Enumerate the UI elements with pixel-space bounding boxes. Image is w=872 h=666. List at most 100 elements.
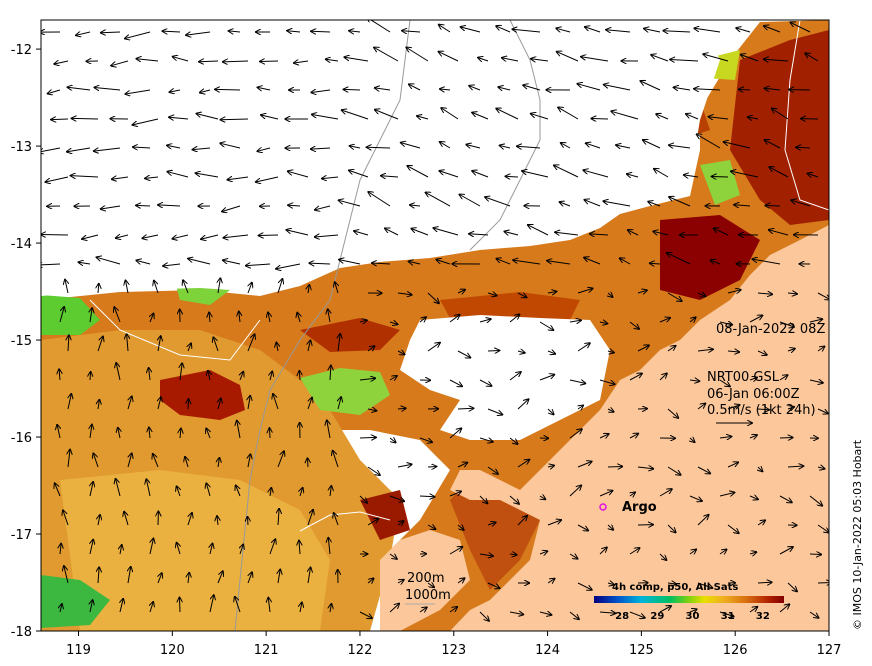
current-vector xyxy=(64,566,69,584)
current-vector xyxy=(504,232,519,236)
current-vector xyxy=(128,454,132,468)
current-vector xyxy=(128,567,131,584)
current-vector xyxy=(697,134,721,149)
current-vector xyxy=(199,61,219,62)
current-vector xyxy=(604,85,631,91)
current-vector xyxy=(419,317,426,322)
y-tick-label: -12 xyxy=(11,43,32,58)
current-vector xyxy=(101,32,121,33)
colorbar-tick-label: 30 xyxy=(686,611,700,622)
current-vector xyxy=(330,604,331,613)
current-vector xyxy=(670,60,699,62)
current-vector xyxy=(385,228,399,236)
current-vector xyxy=(368,192,391,207)
current-vector xyxy=(779,375,788,381)
current-vector xyxy=(367,519,378,526)
current-vector xyxy=(590,234,609,235)
current-vector xyxy=(299,371,300,381)
current-vector xyxy=(765,88,781,90)
current-vector xyxy=(258,87,271,90)
current-vector xyxy=(288,171,309,178)
current-vector xyxy=(79,262,91,264)
current-vector xyxy=(469,234,489,235)
current-vector xyxy=(236,486,241,497)
current-vector xyxy=(261,115,279,120)
current-vector xyxy=(60,544,61,555)
current-vector xyxy=(736,28,751,33)
current-vector xyxy=(697,582,712,588)
current-vector xyxy=(667,524,676,532)
current-vector xyxy=(500,146,511,149)
current-vector xyxy=(659,318,670,322)
current-vector xyxy=(308,285,309,294)
current-vector xyxy=(586,143,601,149)
current-vector xyxy=(479,438,493,442)
current-vector xyxy=(584,258,601,265)
current-vector xyxy=(95,88,121,91)
current-vector xyxy=(466,145,481,148)
current-vector xyxy=(523,85,541,91)
x-tick-label: 121 xyxy=(254,643,279,658)
current-vector xyxy=(120,599,123,613)
current-vector xyxy=(309,263,331,264)
colorbar-title: 4h comp, p50, All Sats xyxy=(612,582,738,593)
current-vector xyxy=(808,174,819,178)
current-vector xyxy=(248,283,252,294)
current-vector xyxy=(479,554,493,556)
current-vector xyxy=(599,322,607,324)
current-vector xyxy=(517,146,541,148)
current-vector xyxy=(583,170,609,178)
current-vector xyxy=(288,205,301,206)
current-vector xyxy=(719,611,734,616)
current-vector xyxy=(59,307,64,323)
current-vector xyxy=(59,369,60,381)
current-vector xyxy=(308,341,310,352)
current-vector xyxy=(487,408,502,415)
current-vector xyxy=(787,582,797,591)
current-vector xyxy=(328,309,330,323)
current-vector xyxy=(689,495,702,501)
current-vector xyxy=(487,466,498,474)
current-vector xyxy=(585,200,601,207)
current-vector xyxy=(714,228,729,236)
current-vector xyxy=(46,176,69,182)
current-vector xyxy=(741,55,759,62)
current-vector xyxy=(149,428,150,439)
current-vector xyxy=(809,495,822,506)
current-vector xyxy=(63,510,69,526)
current-vector xyxy=(509,554,517,555)
current-vector xyxy=(158,336,161,352)
current-vector xyxy=(787,466,803,467)
current-vector xyxy=(487,522,496,525)
current-vector xyxy=(116,479,121,497)
current-vector xyxy=(389,376,397,380)
current-vector xyxy=(153,454,159,468)
current-vector xyxy=(509,612,523,615)
current-vector xyxy=(697,466,710,473)
current-vector xyxy=(569,429,582,439)
current-vector xyxy=(338,334,340,352)
current-vector xyxy=(630,492,635,496)
current-vector xyxy=(224,235,249,238)
current-vector xyxy=(648,202,661,207)
current-vector xyxy=(629,434,638,438)
current-vector xyxy=(419,496,434,497)
current-vector xyxy=(197,114,219,120)
current-vector xyxy=(278,509,279,526)
map-plot-area xyxy=(41,20,829,631)
current-vector xyxy=(469,86,481,91)
current-vector xyxy=(449,315,460,323)
current-vector xyxy=(208,371,210,381)
x-tick-label: 123 xyxy=(441,643,466,658)
current-vector xyxy=(577,289,593,294)
current-vector xyxy=(656,114,669,120)
current-vector xyxy=(758,467,762,471)
current-vector xyxy=(667,346,676,352)
current-vector xyxy=(90,600,93,613)
current-vector xyxy=(674,87,691,90)
isobath-200-label: 200m xyxy=(407,571,444,586)
current-vector xyxy=(381,176,399,177)
current-vector xyxy=(367,147,391,148)
current-vector xyxy=(154,281,159,294)
current-vector xyxy=(441,108,459,120)
